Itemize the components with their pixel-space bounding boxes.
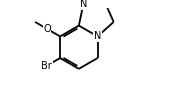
Text: Br: Br [42, 61, 52, 71]
Text: N: N [80, 0, 87, 9]
Text: N: N [94, 31, 101, 41]
Text: O: O [43, 24, 51, 34]
